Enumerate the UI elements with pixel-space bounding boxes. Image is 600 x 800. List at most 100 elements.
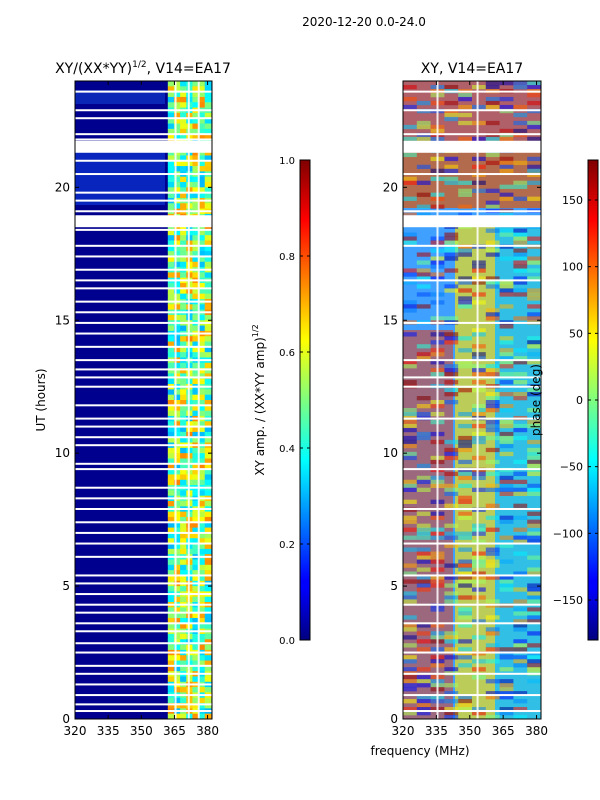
coherence-cell <box>198 134 206 140</box>
coherence-cell <box>198 192 206 199</box>
phase-cell <box>444 471 459 477</box>
phase-cell <box>527 463 541 469</box>
coherence-cell <box>173 86 181 93</box>
coherence-cell <box>173 293 181 300</box>
phase-cell <box>403 308 417 313</box>
phase-cell <box>403 152 417 158</box>
phase-cell <box>403 579 417 584</box>
phase-cell <box>499 475 514 481</box>
coherence-cell <box>167 368 175 374</box>
coherence-cell <box>180 426 187 433</box>
phase-cell <box>472 595 486 600</box>
phase-cell <box>527 196 541 201</box>
phase-cell <box>403 563 417 568</box>
phase-cell <box>527 136 541 142</box>
coherence-cell <box>173 245 181 252</box>
phase-cell <box>416 356 431 361</box>
coherence-cell <box>204 346 212 353</box>
flagged-row <box>75 321 212 324</box>
coherence-cell <box>173 463 181 470</box>
coherence-cell <box>180 676 187 683</box>
coherence-cell <box>167 543 175 550</box>
phase-cell <box>527 523 541 528</box>
phase-cell <box>416 268 431 273</box>
phase-cell <box>416 535 431 540</box>
phase-cell <box>485 647 500 652</box>
coherence-cell <box>180 293 187 300</box>
coherence-cell <box>173 102 181 109</box>
coherence-cell <box>173 501 181 507</box>
flagged-row <box>75 672 212 675</box>
coherence-cell <box>192 501 200 507</box>
coherence-cell <box>204 474 212 481</box>
coherence-cell <box>173 150 181 156</box>
coherence-cell <box>173 564 181 571</box>
phase-cell <box>527 388 541 393</box>
coherence-cell <box>180 123 187 130</box>
phase-cell <box>485 599 500 604</box>
coherence-cell <box>173 229 181 236</box>
flagged-row <box>75 133 212 136</box>
phase-cell <box>527 643 541 648</box>
coherence-cell <box>167 575 175 582</box>
coherence-cell <box>198 527 206 534</box>
phase-cell <box>458 615 472 620</box>
flagged-channel <box>436 81 439 719</box>
phase-cell <box>403 443 417 449</box>
coherence-cell <box>173 118 181 125</box>
phase-cell <box>472 356 486 361</box>
phase-cell <box>444 268 459 273</box>
coherence-cell <box>198 490 206 497</box>
coherence-cell <box>198 676 206 683</box>
coherence-cell <box>180 96 187 103</box>
coherence-cell <box>198 564 206 571</box>
coherence-cell <box>173 426 181 433</box>
flagged-channel <box>187 81 190 719</box>
coherence-cell <box>180 543 187 550</box>
phase-cell <box>472 571 486 576</box>
phase-cell <box>472 260 486 265</box>
coherence-cell <box>180 490 187 497</box>
coherence-cell <box>180 538 187 545</box>
coherence-cell <box>167 304 175 311</box>
coherence-cell <box>180 703 187 709</box>
phase-cell <box>499 451 514 457</box>
coherence-cell <box>173 474 181 481</box>
coherence-cell <box>173 532 181 539</box>
phase-cell <box>458 459 472 465</box>
flagged-row <box>75 574 212 577</box>
coherence-cell <box>204 325 212 332</box>
coherence-cell <box>173 81 181 87</box>
coherence-cell <box>198 437 206 444</box>
x-tick-label: 335 <box>425 724 448 738</box>
coherence-cell <box>167 224 175 231</box>
coherence-cell <box>192 166 200 172</box>
coherence-cell <box>173 458 181 465</box>
coherence-cell <box>167 155 175 162</box>
phase-cell <box>472 328 486 333</box>
coherence-cell <box>198 150 206 156</box>
phase-cell <box>403 527 417 532</box>
coherence-cell <box>198 352 206 358</box>
coherence-cell <box>167 639 175 646</box>
coherence-cell <box>167 538 175 545</box>
coherence-cell <box>192 437 200 444</box>
coherence-cell <box>173 527 181 534</box>
amplitude-panel-title: XY/(XX*YY)1/2, V14=EA17 <box>55 60 231 77</box>
phase-cell <box>458 559 472 564</box>
phase-cell <box>513 663 528 668</box>
coherence-cell <box>180 112 187 119</box>
x-tick-label: 320 <box>392 724 415 738</box>
flagged-row <box>403 173 541 176</box>
coherence-cell <box>180 437 187 444</box>
phase-cell <box>513 699 528 704</box>
phase-cell <box>403 483 417 489</box>
phase-cell <box>513 607 528 612</box>
phase-cell <box>416 204 431 209</box>
phase-cell <box>403 407 417 413</box>
colorbar-tick-label: 0.6 <box>279 348 295 359</box>
coherence-cell <box>180 469 187 475</box>
coherence-cell <box>180 346 187 353</box>
coherence-cell <box>204 102 212 109</box>
phase-cell <box>458 276 472 281</box>
